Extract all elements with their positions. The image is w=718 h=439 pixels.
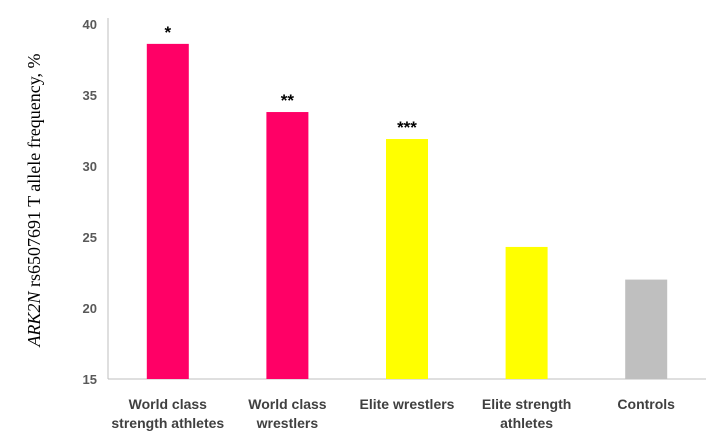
axes: 15 20 25 30 35 40: [83, 17, 706, 387]
bar: [625, 279, 668, 379]
category-label: World class strength athletes: [111, 396, 224, 431]
category-label-line: athletes: [500, 415, 553, 431]
significance-label: **: [281, 91, 295, 110]
category-label-line: strength athletes: [111, 415, 224, 431]
significance-label: *: [164, 23, 171, 42]
category-label: World class wrestlers: [248, 396, 327, 431]
y-tick-label: 40: [83, 17, 97, 32]
category-label: Elite strength athletes: [482, 396, 571, 431]
category-label: Elite wrestlers: [360, 396, 455, 412]
category-label-line: World class: [248, 396, 327, 412]
category-label-line: World class: [129, 396, 208, 412]
y-axis-title: ARK2N rs6507691 T allele frequency, %: [24, 53, 44, 347]
category-label-line: Elite wrestlers: [360, 396, 455, 412]
y-tick-label: 20: [83, 301, 97, 316]
y-tick-label: 15: [83, 372, 97, 387]
y-axis-title-rest: rs6507691 T allele frequency, %: [24, 53, 44, 291]
bar: [386, 139, 428, 379]
bar: [146, 43, 189, 379]
y-tick-label: 30: [83, 159, 97, 174]
category-label-line: Controls: [617, 396, 675, 412]
y-tick-label: 35: [83, 88, 97, 103]
bars: [146, 43, 668, 379]
category-label: Controls: [617, 396, 675, 412]
category-label-line: wrestlers: [256, 415, 319, 431]
y-axis-title-gene: ARK2N: [24, 291, 44, 348]
bar: [505, 246, 548, 379]
y-tick-label: 25: [83, 230, 97, 245]
bar: [266, 112, 309, 379]
category-label-line: Elite strength: [482, 396, 571, 412]
labels: * World class strength athletes ** World cla…: [111, 23, 675, 431]
significance-label: ***: [397, 118, 417, 137]
